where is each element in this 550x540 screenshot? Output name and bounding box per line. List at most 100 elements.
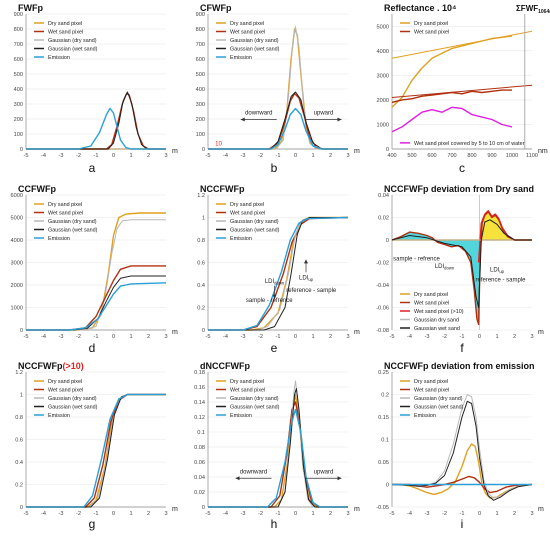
panel-letter: g (89, 517, 96, 531)
legend-label: Dry sand pixel (414, 292, 448, 298)
x-unit-label: m (354, 506, 360, 513)
legend-label: Gaussian dry sand (414, 318, 459, 324)
y-tick-label: -0.05 (376, 505, 389, 511)
legend-label: Wet sand pixel (230, 211, 265, 217)
x-tick-label: -4 (41, 511, 46, 517)
panel-title-suffix: (>10) (63, 361, 84, 371)
x-tick-label: 1 (129, 334, 132, 340)
y-tick-label: 0.04 (378, 193, 389, 199)
legend-label: Gaussian (dry sand) (230, 38, 279, 44)
legend-label: Gaussian (wet sand) (230, 47, 280, 53)
x-tick-label: 0 (112, 153, 115, 159)
annotation-arrowhead (272, 294, 277, 299)
legend-label: Gaussian (wet sand) (48, 47, 98, 53)
x-tick-label: 1 (311, 511, 314, 517)
annotation-text: sample - refrence (393, 256, 440, 262)
panel-letter: c (459, 161, 465, 175)
y-tick-label: 500 (14, 72, 23, 78)
sum-fwf-subscript: 1064nm (538, 9, 550, 15)
y-tick-label: 100 (196, 132, 205, 138)
legend-label: Dry sand pixel (414, 379, 448, 385)
annotation-text: downward (240, 469, 267, 475)
legend-label: Emission (48, 236, 70, 242)
x-tick-label: 1 (129, 511, 132, 517)
series-line (392, 84, 532, 98)
x-tick-label: -3 (59, 334, 64, 340)
y-tick-label: 0 (20, 505, 23, 511)
x-tick-label: 2 (147, 153, 150, 159)
x-tick-label: -2 (76, 511, 81, 517)
y-tick-label: 2000 (377, 98, 389, 104)
annotation-text: reference - sample (475, 278, 526, 284)
legend-label: Wet sand pixel (414, 301, 449, 307)
x-tick-label: 2 (329, 511, 332, 517)
series-line (26, 219, 166, 331)
y-tick-label: 1 (202, 216, 205, 222)
legend-label: Wet sand pixel (414, 30, 449, 36)
y-tick-label: 100 (14, 132, 23, 138)
series-line (26, 393, 166, 508)
panel-letter: h (271, 517, 278, 531)
series-line (392, 219, 532, 308)
x-tick-label: -4 (223, 153, 228, 159)
x-unit-label: m (172, 148, 178, 155)
legend-label: Dry sand pixel (414, 21, 448, 27)
y-tick-label: 0.02 (194, 490, 205, 496)
y-tick-label: 2000 (11, 283, 23, 289)
y-tick-label: 800 (196, 27, 205, 33)
panel-title: NCCFWFp deviation from Dry sand (384, 184, 534, 194)
annotation-subscript: up (499, 269, 504, 274)
y-tick-label: 300 (196, 102, 205, 108)
panel-title: CFWFp (200, 3, 232, 13)
y-tick-label: 1.2 (15, 370, 23, 376)
x-tick-label: 3 (164, 334, 167, 340)
panel-g: 0 0.2 0.4 0.6 0.8 1 1.2 -5 -4 -3 -2 -1 0 1 2 3m NCCFWFp(… (15, 361, 178, 531)
annotation-text: 10 (215, 141, 222, 147)
panel-f: -0.08 -0.06 -0.04 -0.02 0 0.02 0.04 -5 -4 -3 -2 -1 0… (376, 184, 544, 355)
panel-i: -0.05 0 0.05 0.1 0.15 0.2 0.25 -5 -4 -3 -2 -1 0 1 2 3m N… (376, 361, 544, 531)
x-tick-label: -3 (425, 334, 430, 340)
x-tick-label: 0 (294, 334, 297, 340)
x-tick-label: -2 (258, 511, 263, 517)
x-tick-label: -5 (24, 334, 29, 340)
annotation-arrowhead (304, 259, 308, 264)
x-tick-label: -3 (59, 153, 64, 159)
series-line (392, 211, 532, 326)
legend-label: Emission (48, 55, 70, 61)
y-tick-label: 4000 (11, 238, 23, 244)
legend-label: Emission (230, 236, 252, 242)
annotation-text: LDIup (299, 275, 314, 282)
legend-label: Emission (230, 55, 252, 61)
x-tick-label: 1 (311, 153, 314, 159)
annotation-arrowhead (337, 476, 342, 481)
panel-title: dNCCFWFp (200, 361, 250, 371)
x-unit-label: m (538, 329, 544, 336)
annotation-text: LDIdown (265, 279, 285, 286)
legend-label: Wet sand pixel (48, 388, 83, 394)
x-tick-label: 3 (164, 511, 167, 517)
x-tick-label: -2 (76, 153, 81, 159)
series-line (208, 26, 348, 150)
y-tick-label: 0.05 (378, 460, 389, 466)
legend-label: Wet sand pixel (>10) (414, 309, 464, 315)
x-tick-label: 3 (346, 334, 349, 340)
series-line (208, 388, 348, 508)
y-tick-label: 800 (14, 27, 23, 33)
panel-d: 0 1000 2000 3000 4000 5000 6000 -5 -4 -3 -2 -1 0 1 2 3m… (11, 184, 178, 355)
panel-title: CCFWFp (18, 184, 56, 194)
x-tick-label: -1 (460, 334, 465, 340)
legend-label: Dry sand pixel (48, 379, 82, 385)
x-tick-label: 2 (147, 334, 150, 340)
x-unit-label: m (354, 329, 360, 336)
x-tick-label: 1 (495, 511, 498, 517)
panel-a: 0 100 200 300 400 500 600 700 800 900 -5 -4 -3 -2 -1 0 1… (14, 3, 178, 175)
annotation-subscript: up (308, 277, 313, 282)
x-tick-label: 1100 (526, 153, 538, 159)
legend-label: Gaussian wet sand (414, 326, 460, 332)
y-tick-label: 0 (386, 238, 389, 244)
x-tick-label: 400 (387, 153, 396, 159)
y-tick-label: 0.6 (197, 261, 205, 267)
y-tick-label: 0.1 (197, 430, 205, 436)
annotation-text: downward (245, 111, 272, 117)
